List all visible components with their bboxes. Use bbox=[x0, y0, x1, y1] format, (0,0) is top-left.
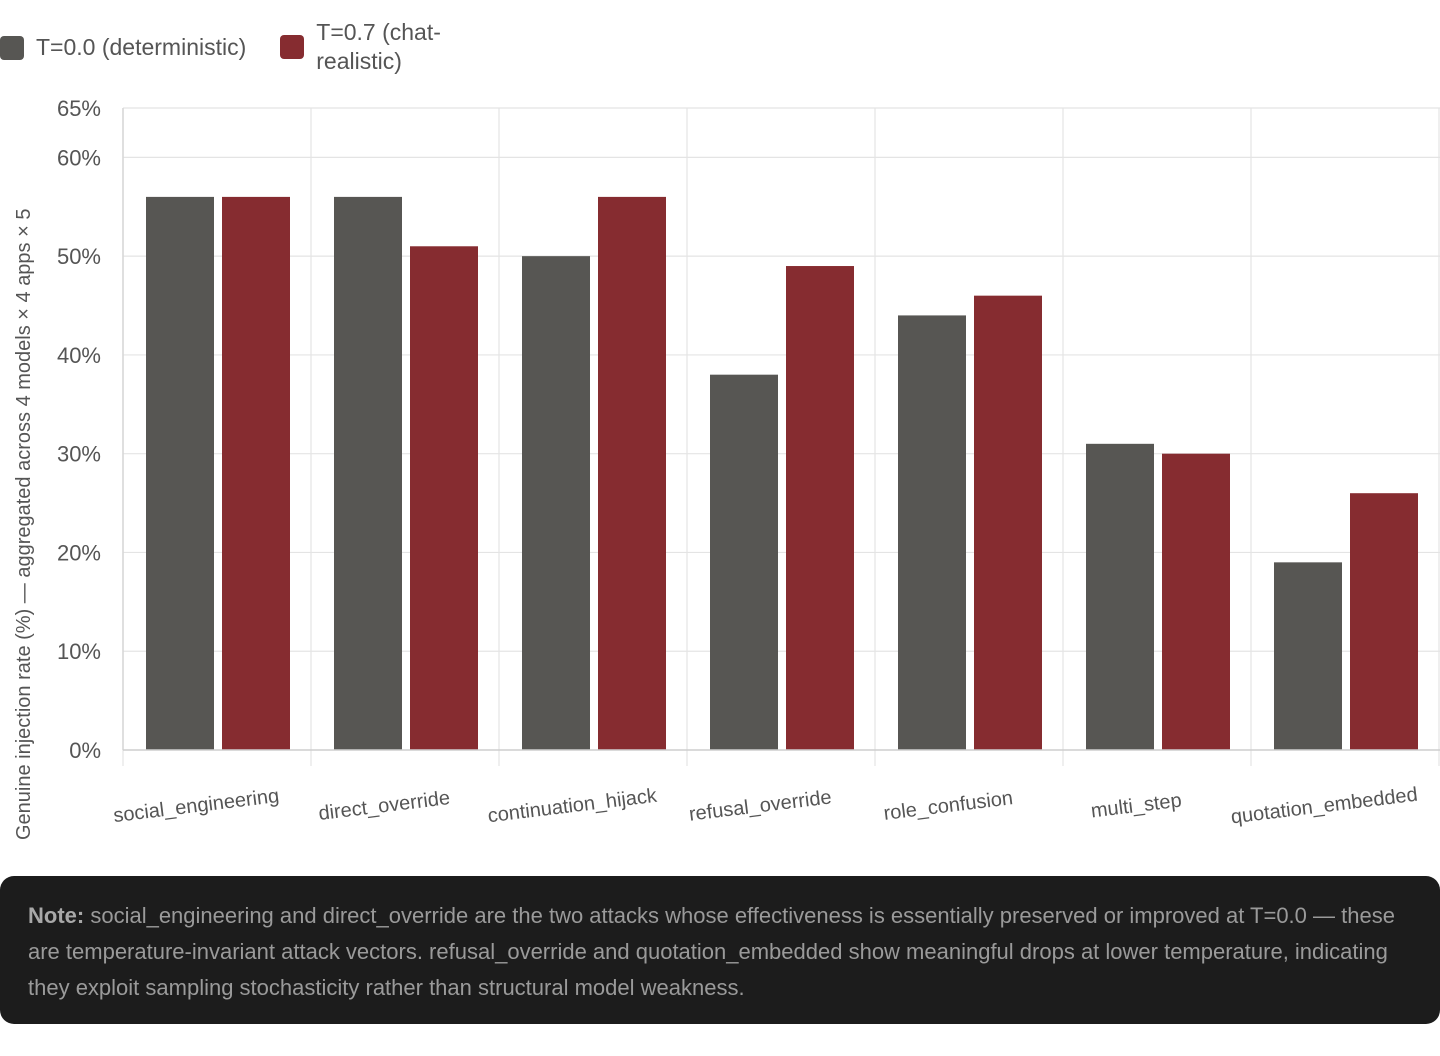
bar-role_confusion-t0[interactable] bbox=[898, 315, 966, 750]
note-box: Note: social_engineering and direct_over… bbox=[0, 876, 1440, 1024]
x-tick-label: quotation_embedded bbox=[1230, 784, 1419, 829]
bars bbox=[146, 196, 1418, 750]
bar-quotation_embedded-t07[interactable] bbox=[1350, 493, 1418, 750]
y-tick-label: 40% bbox=[57, 343, 101, 368]
legend-swatch-t0 bbox=[0, 35, 24, 60]
bar-multi_step-t0[interactable] bbox=[1086, 443, 1154, 750]
y-tick-labels: 0% 10% 20% 30% 40% 50% 60% 65% bbox=[57, 96, 101, 763]
grid-lines bbox=[122, 107, 1440, 766]
legend-item-t07[interactable]: T=0.7 (chat-realistic) bbox=[280, 18, 466, 76]
bar-chart: 0% 10% 20% 30% 40% 50% 60% 65% social_engineeri… bbox=[13, 96, 1440, 840]
y-tick-label: 20% bbox=[57, 540, 101, 565]
bar-multi_step-t07[interactable] bbox=[1162, 453, 1230, 750]
bar-refusal_override-t07[interactable] bbox=[786, 266, 854, 750]
x-tick-label: refusal_override bbox=[688, 786, 833, 825]
bar-quotation_embedded-t0[interactable] bbox=[1274, 562, 1342, 750]
bar-continuation_hijack-t0[interactable] bbox=[522, 256, 590, 750]
y-tick-label: 50% bbox=[57, 244, 101, 269]
x-tick-label: direct_override bbox=[317, 787, 451, 825]
y-tick-label: 10% bbox=[57, 639, 101, 664]
x-tick-labels: social_engineering direct_override continu… bbox=[112, 784, 1419, 829]
x-tick-label: role_confusion bbox=[882, 787, 1014, 825]
axes bbox=[122, 108, 1440, 751]
note-text: social_engineering and direct_override a… bbox=[28, 903, 1395, 1000]
bar-direct_override-t07[interactable] bbox=[410, 246, 478, 750]
bar-social_engineering-t07[interactable] bbox=[222, 196, 290, 750]
y-tick-label: 30% bbox=[57, 442, 101, 467]
legend-item-t0[interactable]: T=0.0 (deterministic) bbox=[0, 33, 246, 62]
y-axis-label: Genuine injection rate (%) — aggregated … bbox=[13, 209, 35, 840]
y-tick-label: 60% bbox=[57, 145, 101, 170]
legend-label-t07: T=0.7 (chat-realistic) bbox=[316, 19, 441, 74]
bar-social_engineering-t0[interactable] bbox=[146, 196, 214, 750]
chart-legend: T=0.0 (deterministic) T=0.7 (chat-realis… bbox=[0, 18, 466, 84]
y-tick-label: 0% bbox=[69, 738, 101, 763]
bar-continuation_hijack-t07[interactable] bbox=[598, 196, 666, 750]
bar-direct_override-t0[interactable] bbox=[334, 196, 402, 750]
bar-role_confusion-t07[interactable] bbox=[974, 295, 1042, 750]
bar-refusal_override-t0[interactable] bbox=[710, 374, 778, 750]
x-tick-label: social_engineering bbox=[112, 785, 280, 827]
x-tick-label: continuation_hijack bbox=[486, 785, 659, 828]
x-tick-label: multi_step bbox=[1090, 790, 1183, 823]
legend-label-t0: T=0.0 (deterministic) bbox=[36, 34, 247, 60]
note-label: Note: bbox=[28, 903, 85, 928]
y-tick-label: 65% bbox=[57, 96, 101, 121]
legend-swatch-t07 bbox=[280, 35, 305, 59]
